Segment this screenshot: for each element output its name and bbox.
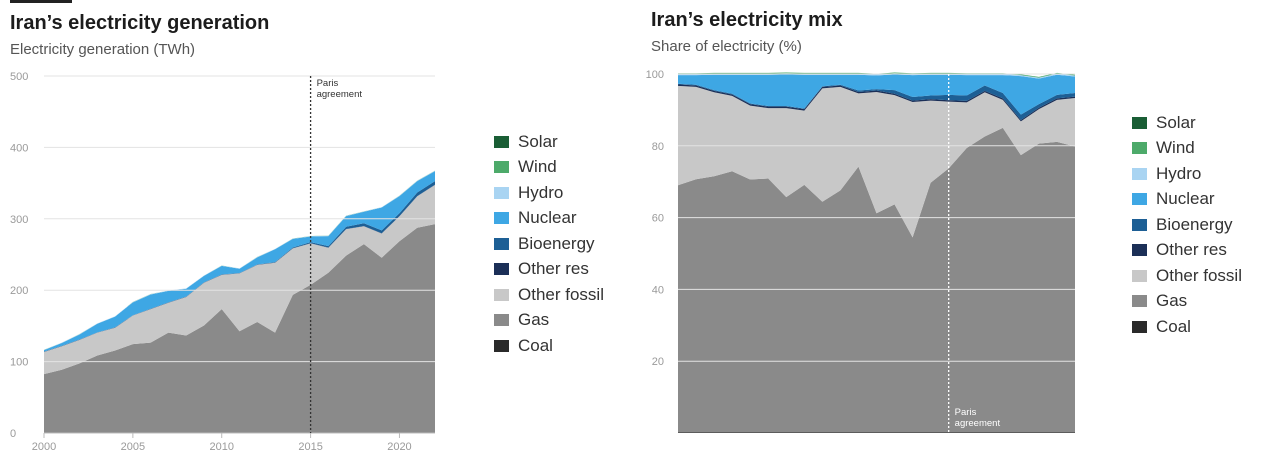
legend-item-wind: Wind xyxy=(1132,136,1242,162)
area-series-bioenergy xyxy=(678,83,1075,120)
x-tick-label-2020: 2020 xyxy=(387,441,411,452)
legend-label: Solar xyxy=(518,131,558,151)
x-tick-label-2010: 2010 xyxy=(209,441,233,452)
legend-item-coal: Coal xyxy=(494,333,604,359)
y-tick-label-80: 80 xyxy=(652,141,664,153)
legend-swatch xyxy=(1132,116,1147,129)
legend-swatch xyxy=(494,212,509,225)
legend-item-hydro: Hydro xyxy=(1132,161,1242,187)
y-tick-label-100: 100 xyxy=(10,357,28,369)
area-series-nuclear xyxy=(44,171,435,352)
legend-swatch xyxy=(1132,193,1147,206)
area-series-other-fossil xyxy=(44,184,435,375)
legend-label: Nuclear xyxy=(518,208,577,228)
legend-swatch xyxy=(1132,295,1147,308)
legend-item-bioenergy: Bioenergy xyxy=(1132,212,1242,238)
y-tick-label-20: 20 xyxy=(652,356,664,368)
x-tick-label-2000: 2000 xyxy=(32,441,56,452)
legend-swatch xyxy=(494,237,509,250)
area-series-gas xyxy=(678,127,1075,433)
legend-item-other-res: Other res xyxy=(494,257,604,283)
legend-item-other-res: Other res xyxy=(1132,238,1242,264)
legend-label: Other res xyxy=(1156,240,1227,260)
y-tick-label-0: 0 xyxy=(10,428,16,440)
legend-swatch xyxy=(1132,142,1147,155)
paris-agreement-label: Paris agreement xyxy=(955,407,1001,429)
legend-item-hydro: Hydro xyxy=(494,180,604,206)
area-series-other-fossil xyxy=(678,85,1075,238)
legend-swatch xyxy=(494,186,509,199)
legend-swatch xyxy=(1132,218,1147,231)
legend-label: Bioenergy xyxy=(1156,214,1233,234)
legend-item-solar: Solar xyxy=(494,129,604,155)
mix-chart-legend: Solar Wind Hydro Nuclear Bioenergy Other res O… xyxy=(1132,110,1242,340)
area-series-coal xyxy=(678,432,1075,433)
area-series-nuclear xyxy=(678,74,1075,115)
legend-label: Wind xyxy=(1156,138,1195,158)
y-tick-label-500: 500 xyxy=(10,71,28,83)
legend-item-other-fossil: Other fossil xyxy=(494,282,604,308)
generation-chart-legend: Solar Wind Hydro Nuclear Bioenergy Other res O… xyxy=(494,129,604,359)
legend-item-wind: Wind xyxy=(494,155,604,181)
legend-label: Other fossil xyxy=(1156,265,1242,285)
area-series-hydro xyxy=(678,73,1075,79)
legend-swatch xyxy=(494,263,509,276)
x-tick-label-2005: 2005 xyxy=(121,441,145,452)
legend-label: Other fossil xyxy=(518,284,604,304)
y-tick-label-400: 400 xyxy=(10,142,28,154)
legend-swatch xyxy=(1132,244,1147,257)
area-series-other-res xyxy=(678,84,1075,122)
legend-swatch xyxy=(494,161,509,174)
legend-swatch xyxy=(1132,269,1147,282)
legend-label: Other res xyxy=(518,259,589,279)
legend-label: Hydro xyxy=(1156,163,1202,183)
paris-agreement-label: Paris agreement xyxy=(317,78,363,100)
legend-label: Solar xyxy=(1156,112,1196,132)
y-tick-label-300: 300 xyxy=(10,214,28,226)
legend-item-coal: Coal xyxy=(1132,314,1242,340)
generation-area-chart: 0 100 200 300 400 500 2000 2005 2010 2015 2020 Pari… xyxy=(10,71,435,452)
legend-swatch xyxy=(494,288,509,301)
x-tick-label-2015: 2015 xyxy=(298,441,322,452)
area-series-wind xyxy=(44,170,435,350)
y-tick-label-40: 40 xyxy=(652,284,664,296)
legend-label: Wind xyxy=(518,157,557,177)
legend-item-nuclear: Nuclear xyxy=(1132,187,1242,213)
legend-item-gas: Gas xyxy=(1132,289,1242,315)
legend-swatch xyxy=(1132,167,1147,180)
legend-label: Gas xyxy=(1156,291,1188,311)
area-series-gas xyxy=(44,224,435,433)
y-tick-label-60: 60 xyxy=(652,213,664,225)
legend-label: Coal xyxy=(518,335,553,355)
legend-swatch xyxy=(494,314,509,327)
mix-chart-title: Iran’s electricity mix xyxy=(651,9,843,31)
legend-item-bioenergy: Bioenergy xyxy=(494,231,604,257)
title-accent-bar xyxy=(10,0,72,3)
y-tick-label-100: 100 xyxy=(646,69,664,81)
legend-label: Nuclear xyxy=(1156,189,1215,209)
legend-item-nuclear: Nuclear xyxy=(494,206,604,232)
y-tick-label-200: 200 xyxy=(10,285,28,297)
legend-label: Coal xyxy=(1156,316,1191,336)
legend-swatch xyxy=(1132,320,1147,333)
mix-area-chart: 20 40 60 80 100 Paris agreement xyxy=(646,69,1075,433)
legend-swatch xyxy=(494,135,509,148)
legend-label: Gas xyxy=(518,310,550,330)
legend-item-gas: Gas xyxy=(494,308,604,334)
legend-item-other-fossil: Other fossil xyxy=(1132,263,1242,289)
generation-chart-subtitle: Electricity generation (TWh) xyxy=(10,41,196,58)
area-series-hydro xyxy=(44,170,435,351)
legend-swatch xyxy=(494,339,509,352)
generation-chart-title: Iran’s electricity generation xyxy=(10,12,270,34)
legend-label: Bioenergy xyxy=(518,233,595,253)
legend-label: Hydro xyxy=(518,182,564,202)
legend-item-solar: Solar xyxy=(1132,110,1242,136)
mix-chart-subtitle: Share of electricity (%) xyxy=(651,38,802,55)
